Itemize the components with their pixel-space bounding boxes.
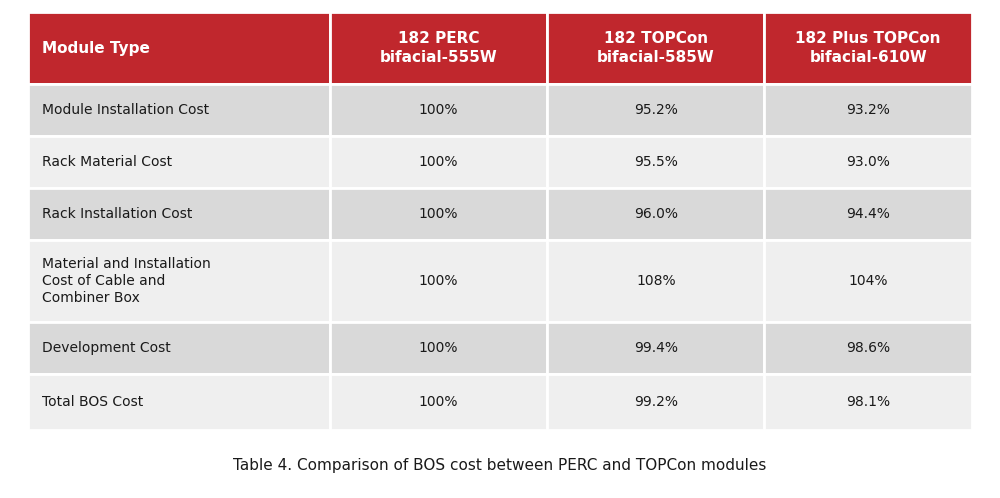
Bar [764, 12, 972, 84]
Bar [28, 136, 330, 188]
Text: Total BOS Cost: Total BOS Cost [42, 395, 143, 409]
Text: 100%: 100% [419, 155, 458, 169]
Text: 100%: 100% [419, 274, 458, 288]
Text: 95.2%: 95.2% [634, 103, 678, 117]
Text: 98.6%: 98.6% [846, 341, 890, 355]
Text: 182 Plus TOPCon
bifacial-610W: 182 Plus TOPCon bifacial-610W [795, 31, 941, 65]
Text: 96.0%: 96.0% [634, 207, 678, 221]
Bar [28, 84, 330, 136]
Text: Module Installation Cost: Module Installation Cost [42, 103, 209, 117]
Text: Table 4. Comparison of BOS cost between PERC and TOPCon modules: Table 4. Comparison of BOS cost between … [233, 458, 767, 473]
Text: 93.2%: 93.2% [846, 103, 890, 117]
Text: 98.1%: 98.1% [846, 395, 890, 409]
Text: 100%: 100% [419, 103, 458, 117]
Text: 108%: 108% [636, 274, 676, 288]
Bar [764, 374, 972, 430]
Text: 100%: 100% [419, 341, 458, 355]
Bar [330, 84, 547, 136]
Bar [330, 136, 547, 188]
Bar [764, 240, 972, 322]
Text: 182 PERC
bifacial-555W: 182 PERC bifacial-555W [380, 31, 498, 65]
Text: Rack Material Cost: Rack Material Cost [42, 155, 172, 169]
Text: Material and Installation
Cost of Cable and
Combiner Box: Material and Installation Cost of Cable … [42, 256, 211, 305]
Bar [330, 322, 547, 374]
Text: Development Cost: Development Cost [42, 341, 171, 355]
Bar [330, 374, 547, 430]
Bar [28, 374, 330, 430]
Text: 95.5%: 95.5% [634, 155, 678, 169]
Text: 100%: 100% [419, 207, 458, 221]
Bar [547, 240, 764, 322]
Bar [764, 188, 972, 240]
Bar [764, 322, 972, 374]
Bar [547, 322, 764, 374]
Bar [330, 240, 547, 322]
Bar [28, 12, 330, 84]
Text: 99.2%: 99.2% [634, 395, 678, 409]
Bar [547, 136, 764, 188]
Text: Module Type: Module Type [42, 40, 150, 55]
Bar [547, 188, 764, 240]
Bar [28, 188, 330, 240]
Text: 182 TOPCon
bifacial-585W: 182 TOPCon bifacial-585W [597, 31, 715, 65]
Bar [547, 374, 764, 430]
Text: 94.4%: 94.4% [846, 207, 890, 221]
Text: Rack Installation Cost: Rack Installation Cost [42, 207, 192, 221]
Text: 99.4%: 99.4% [634, 341, 678, 355]
Text: 104%: 104% [848, 274, 888, 288]
Bar [28, 240, 330, 322]
Bar [28, 322, 330, 374]
Bar [547, 84, 764, 136]
Bar [547, 12, 764, 84]
Text: 93.0%: 93.0% [846, 155, 890, 169]
Bar [330, 12, 547, 84]
Text: 100%: 100% [419, 395, 458, 409]
Bar [764, 84, 972, 136]
Bar [764, 136, 972, 188]
Bar [330, 188, 547, 240]
